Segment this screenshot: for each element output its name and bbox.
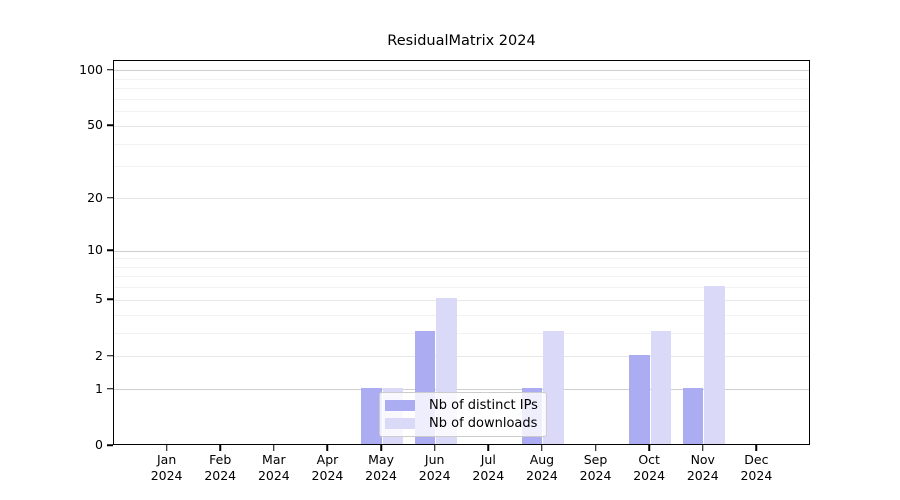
x-tick-year: 2024 xyxy=(257,468,290,483)
legend: Nb of distinct IPs Nb of downloads xyxy=(379,392,547,437)
legend-entry-distinct-ips: Nb of distinct IPs xyxy=(385,397,539,415)
x-tick-year: 2024 xyxy=(311,468,344,483)
x-tick-year: 2024 xyxy=(740,468,773,483)
legend-swatch-downloads xyxy=(385,417,415,429)
y-tick-mark xyxy=(107,298,113,301)
y-tick-mark xyxy=(107,196,113,199)
major-grid-line xyxy=(114,250,809,252)
x-tick-mark xyxy=(541,445,543,451)
x-tick-mark xyxy=(648,445,650,451)
major-grid-line xyxy=(114,70,809,72)
bar-downloads xyxy=(650,331,672,444)
x-tick-year: 2024 xyxy=(418,468,451,483)
y-tick-mark xyxy=(107,69,113,71)
minor-grid-line xyxy=(114,98,809,100)
x-tick-year: 2024 xyxy=(579,468,612,483)
minor-grid-line xyxy=(114,276,809,278)
y-axis-tick-label: 5 xyxy=(95,291,103,307)
x-tick-mark xyxy=(594,445,597,451)
major-grid-line xyxy=(114,299,809,301)
y-axis-tick-label: 20 xyxy=(87,189,103,205)
minor-grid-line xyxy=(114,332,809,334)
x-tick-month: May xyxy=(368,452,394,467)
legend-entry-downloads: Nb of downloads xyxy=(385,415,539,433)
x-axis-tick-label: Oct 2024 xyxy=(614,452,684,484)
x-tick-month: Aug xyxy=(529,452,555,467)
y-tick-mark xyxy=(107,249,113,251)
x-tick-month: Nov xyxy=(690,452,715,467)
bar-distinct-ips xyxy=(361,387,382,444)
x-tick-month: Mar xyxy=(262,452,286,467)
major-grid-line xyxy=(114,356,809,358)
x-tick-year: 2024 xyxy=(472,468,505,483)
x-tick-year: 2024 xyxy=(365,468,397,483)
x-tick-month: Jun xyxy=(424,452,445,467)
minor-grid-line xyxy=(114,258,809,260)
y-tick-mark xyxy=(107,444,113,446)
x-tick-month: Apr xyxy=(316,452,339,467)
y-tick-mark xyxy=(107,124,113,127)
x-tick-year: 2024 xyxy=(526,468,558,483)
x-tick-year: 2024 xyxy=(686,468,719,483)
y-axis-tick-label: 1 xyxy=(95,380,103,396)
minor-grid-line xyxy=(114,143,809,145)
x-axis-tick-label: May 2024 xyxy=(346,452,416,484)
minor-grid-line xyxy=(114,287,809,289)
x-tick-mark xyxy=(487,445,490,451)
x-tick-year: 2024 xyxy=(204,468,237,483)
x-tick-month: Dec xyxy=(744,452,769,467)
y-axis-tick-label: 10 xyxy=(87,241,103,257)
x-tick-month: Jan xyxy=(156,452,177,467)
plot-area: Nb of distinct IPs Nb of downloads xyxy=(113,60,810,445)
x-axis-tick-label: Jun 2024 xyxy=(400,452,470,484)
x-axis-tick-label: Aug 2024 xyxy=(507,452,577,484)
x-tick-mark xyxy=(755,445,758,451)
minor-grid-line xyxy=(114,78,809,80)
major-grid-line xyxy=(114,125,809,127)
x-tick-mark xyxy=(326,445,329,451)
x-axis-tick-label: Dec 2024 xyxy=(721,452,791,484)
legend-label-distinct-ips: Nb of distinct IPs xyxy=(429,398,538,414)
major-grid-line xyxy=(114,389,809,391)
bar-distinct-ips xyxy=(629,354,650,444)
x-axis-tick-label: Feb 2024 xyxy=(185,452,255,484)
y-axis-tick-label: 50 xyxy=(87,117,103,133)
legend-label-downloads: Nb of downloads xyxy=(429,415,538,431)
y-axis-tick-label: 0 xyxy=(95,436,103,452)
y-tick-mark xyxy=(107,387,113,390)
minor-grid-line xyxy=(114,266,809,268)
x-tick-year: 2024 xyxy=(633,468,666,483)
x-tick-mark xyxy=(273,445,275,451)
x-axis-tick-label: Jan 2024 xyxy=(132,452,202,484)
x-tick-month: Feb xyxy=(209,452,232,467)
y-tick-mark xyxy=(107,354,113,357)
bar-distinct-ips xyxy=(682,387,704,444)
x-tick-month: Jul xyxy=(480,452,496,467)
x-tick-mark xyxy=(165,445,168,451)
y-axis-tick-label: 100 xyxy=(79,61,103,77)
x-axis-tick-label: Apr 2024 xyxy=(292,452,362,484)
x-tick-mark xyxy=(219,445,221,451)
x-axis-tick-label: Mar 2024 xyxy=(239,452,309,484)
bar-downloads xyxy=(543,331,564,444)
major-grid-line xyxy=(114,198,809,199)
x-axis-tick-label: Sep 2024 xyxy=(561,452,631,484)
x-tick-month: Sep xyxy=(583,452,608,467)
minor-grid-line xyxy=(114,314,809,316)
x-tick-mark xyxy=(380,445,382,451)
x-axis-tick-label: Nov 2024 xyxy=(668,452,738,484)
x-tick-year: 2024 xyxy=(150,468,183,483)
minor-grid-line xyxy=(114,166,809,168)
minor-grid-line xyxy=(114,111,809,113)
y-axis-tick-label: 2 xyxy=(95,347,103,363)
legend-swatch-distinct-ips xyxy=(385,400,415,412)
bar-downloads xyxy=(704,285,725,444)
x-tick-mark xyxy=(702,445,704,451)
x-axis-tick-label: Jul 2024 xyxy=(453,452,523,484)
x-tick-month: Oct xyxy=(638,452,660,467)
x-tick-mark xyxy=(433,445,436,451)
minor-grid-line xyxy=(114,88,809,90)
chart-title: ResidualMatrix 2024 xyxy=(387,33,536,49)
